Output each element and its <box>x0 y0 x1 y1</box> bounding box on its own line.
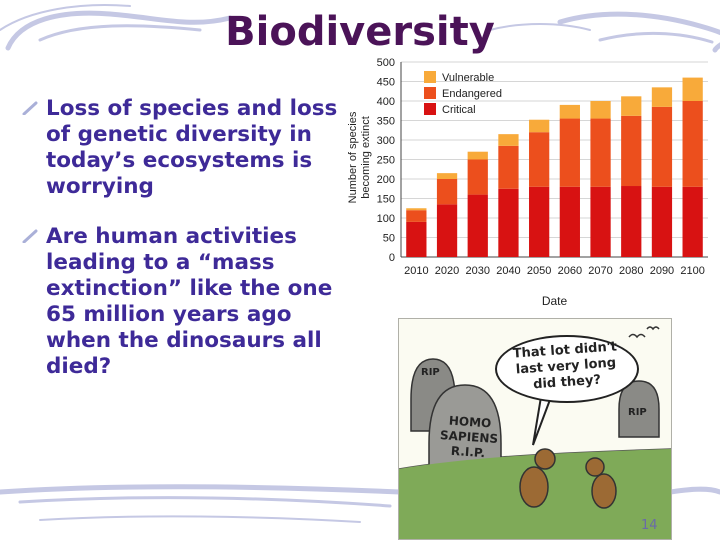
bar-segment-vulnerable <box>436 173 458 179</box>
y-tick-label: 300 <box>377 135 395 147</box>
speech-text: That lot didn't last very long did they? <box>512 339 618 393</box>
bar-segment-critical <box>651 186 673 257</box>
bar-segment-endangered <box>406 210 427 222</box>
bar-segment-vulnerable <box>467 151 488 160</box>
bar-segment-vulnerable <box>621 96 642 116</box>
legend-label: Critical <box>442 104 476 116</box>
bar-segment-vulnerable <box>682 77 703 101</box>
speech-bubble <box>495 335 639 403</box>
speech-tail <box>532 396 552 446</box>
bar-segment-critical <box>590 186 611 257</box>
decor-swirl <box>557 11 720 53</box>
x-tick-label: 2090 <box>650 265 674 277</box>
tombstone-right-inscription: RIP <box>628 407 647 418</box>
bar-segment-endangered <box>529 132 550 187</box>
cartoon-illustration: That lot didn't last very long did they?… <box>398 318 672 540</box>
bar-segment-vulnerable <box>529 119 550 133</box>
bar-segment-vulnerable <box>559 104 580 119</box>
decor-swirl <box>598 31 714 44</box>
legend-swatch-critical <box>424 103 436 115</box>
bar-segment-critical <box>436 204 458 257</box>
y-tick-label: 250 <box>377 155 395 167</box>
pen-stroke-bullet-icon <box>22 101 38 115</box>
mammal-head <box>534 448 556 470</box>
y-tick-label: 350 <box>377 116 395 128</box>
bar-segment-vulnerable <box>651 87 673 107</box>
decor-swirl <box>39 515 361 523</box>
bird-icon <box>646 326 660 331</box>
bird-icon <box>628 333 646 339</box>
bullet-text: Are human activities leading to a “mass … <box>46 224 333 379</box>
x-tick-label: 2050 <box>527 265 551 277</box>
bar-segment-vulnerable <box>590 101 611 119</box>
bullet-item: Loss of species and loss of genetic dive… <box>22 96 340 200</box>
bar-segment-vulnerable <box>498 134 519 146</box>
bar-segment-endangered <box>621 115 642 187</box>
x-tick-label: 2040 <box>496 265 520 277</box>
y-axis-label: Number of speciesbecoming extinct <box>347 111 372 203</box>
bar-segment-critical <box>529 186 550 257</box>
x-tick-label: 2030 <box>466 265 490 277</box>
tombstone-right <box>618 380 660 438</box>
y-tick-label: 500 <box>377 57 395 69</box>
bar-segment-endangered <box>467 159 488 195</box>
bar-segment-critical <box>498 188 519 257</box>
bar-segment-endangered <box>651 106 673 187</box>
bullet-text: Loss of species and loss of genetic dive… <box>46 96 338 199</box>
extinction-chart: 0 50 100 150 200 250 300 350 400 450 500 2010 2020 20… <box>340 55 715 312</box>
bullet-list: Loss of species and loss of genetic dive… <box>22 96 340 380</box>
y-tick-label: 400 <box>377 96 395 108</box>
x-tick-label: 2010 <box>404 265 428 277</box>
decor-swirl <box>38 24 202 42</box>
legend-swatch-vulnerable <box>424 71 436 83</box>
bar-segment-endangered <box>498 145 519 189</box>
decor-swirl <box>489 23 591 31</box>
x-tick-label: 2020 <box>435 265 459 277</box>
y-axis-label-line: becoming extinct <box>360 116 372 199</box>
x-tick-label: 2060 <box>558 265 582 277</box>
bar-segment-critical <box>682 186 703 257</box>
pen-stroke-bullet-icon <box>22 229 38 243</box>
page-number: 14 <box>641 518 658 533</box>
decor-swirl <box>0 4 131 31</box>
y-tick-label: 0 <box>389 252 395 264</box>
y-tick-label: 450 <box>377 77 395 89</box>
chart-svg: 0 50 100 150 200 250 300 350 400 450 500 2010 2020 20… <box>347 57 708 308</box>
mammal-body <box>591 473 617 509</box>
bar-segment-endangered <box>590 118 611 187</box>
y-axis-label-line: Number of species <box>347 111 359 203</box>
bullet-item: Are human activities leading to a “mass … <box>22 224 340 380</box>
bar-segment-vulnerable <box>406 208 427 211</box>
y-tick-label: 200 <box>377 174 395 186</box>
legend-label: Endangered <box>442 88 502 100</box>
y-tick-label: 50 <box>383 233 395 245</box>
decor-swirl <box>18 496 392 508</box>
bar-segment-critical <box>406 221 427 257</box>
tombstone-left-inscription: RIP <box>421 367 440 378</box>
legend-label: Vulnerable <box>442 72 494 84</box>
slide-title: Biodiversity <box>225 9 495 55</box>
tombstone-inscription: HOMO SAPIENS R.I.P. <box>439 413 499 461</box>
x-tick-label: 2070 <box>588 265 612 277</box>
legend-swatch-endangered <box>424 87 436 99</box>
decor-swirl <box>0 484 403 495</box>
bar-segment-critical <box>621 186 642 257</box>
cartoon-scene <box>399 326 671 539</box>
bar-segment-endangered <box>436 179 458 205</box>
decor-swirl <box>5 10 233 51</box>
bar-segment-critical <box>559 186 580 257</box>
bar-segment-endangered <box>682 101 703 187</box>
x-tick-label: 2080 <box>619 265 643 277</box>
y-tick-label: 150 <box>377 194 395 206</box>
bar-segment-critical <box>467 194 488 257</box>
bar-segment-endangered <box>559 118 580 187</box>
x-axis-label: Date <box>542 294 568 308</box>
x-tick-label: 2100 <box>680 265 704 277</box>
mammal-head <box>585 457 605 477</box>
y-tick-label: 100 <box>377 213 395 225</box>
mammal-body <box>519 466 549 508</box>
